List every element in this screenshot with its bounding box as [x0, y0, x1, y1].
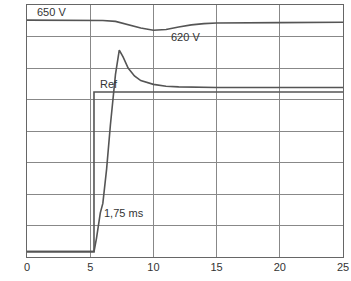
svg-text:25: 25 — [337, 261, 349, 273]
svg-text:20: 20 — [274, 261, 286, 273]
svg-text:650 V: 650 V — [37, 6, 66, 18]
svg-text:5: 5 — [87, 261, 93, 273]
svg-text:Ref: Ref — [100, 78, 118, 90]
svg-text:10: 10 — [147, 261, 159, 273]
svg-text:15: 15 — [210, 261, 222, 273]
svg-text:1,75 ms: 1,75 ms — [104, 207, 144, 219]
svg-text:0: 0 — [24, 261, 30, 273]
svg-text:620 V: 620 V — [171, 31, 200, 43]
